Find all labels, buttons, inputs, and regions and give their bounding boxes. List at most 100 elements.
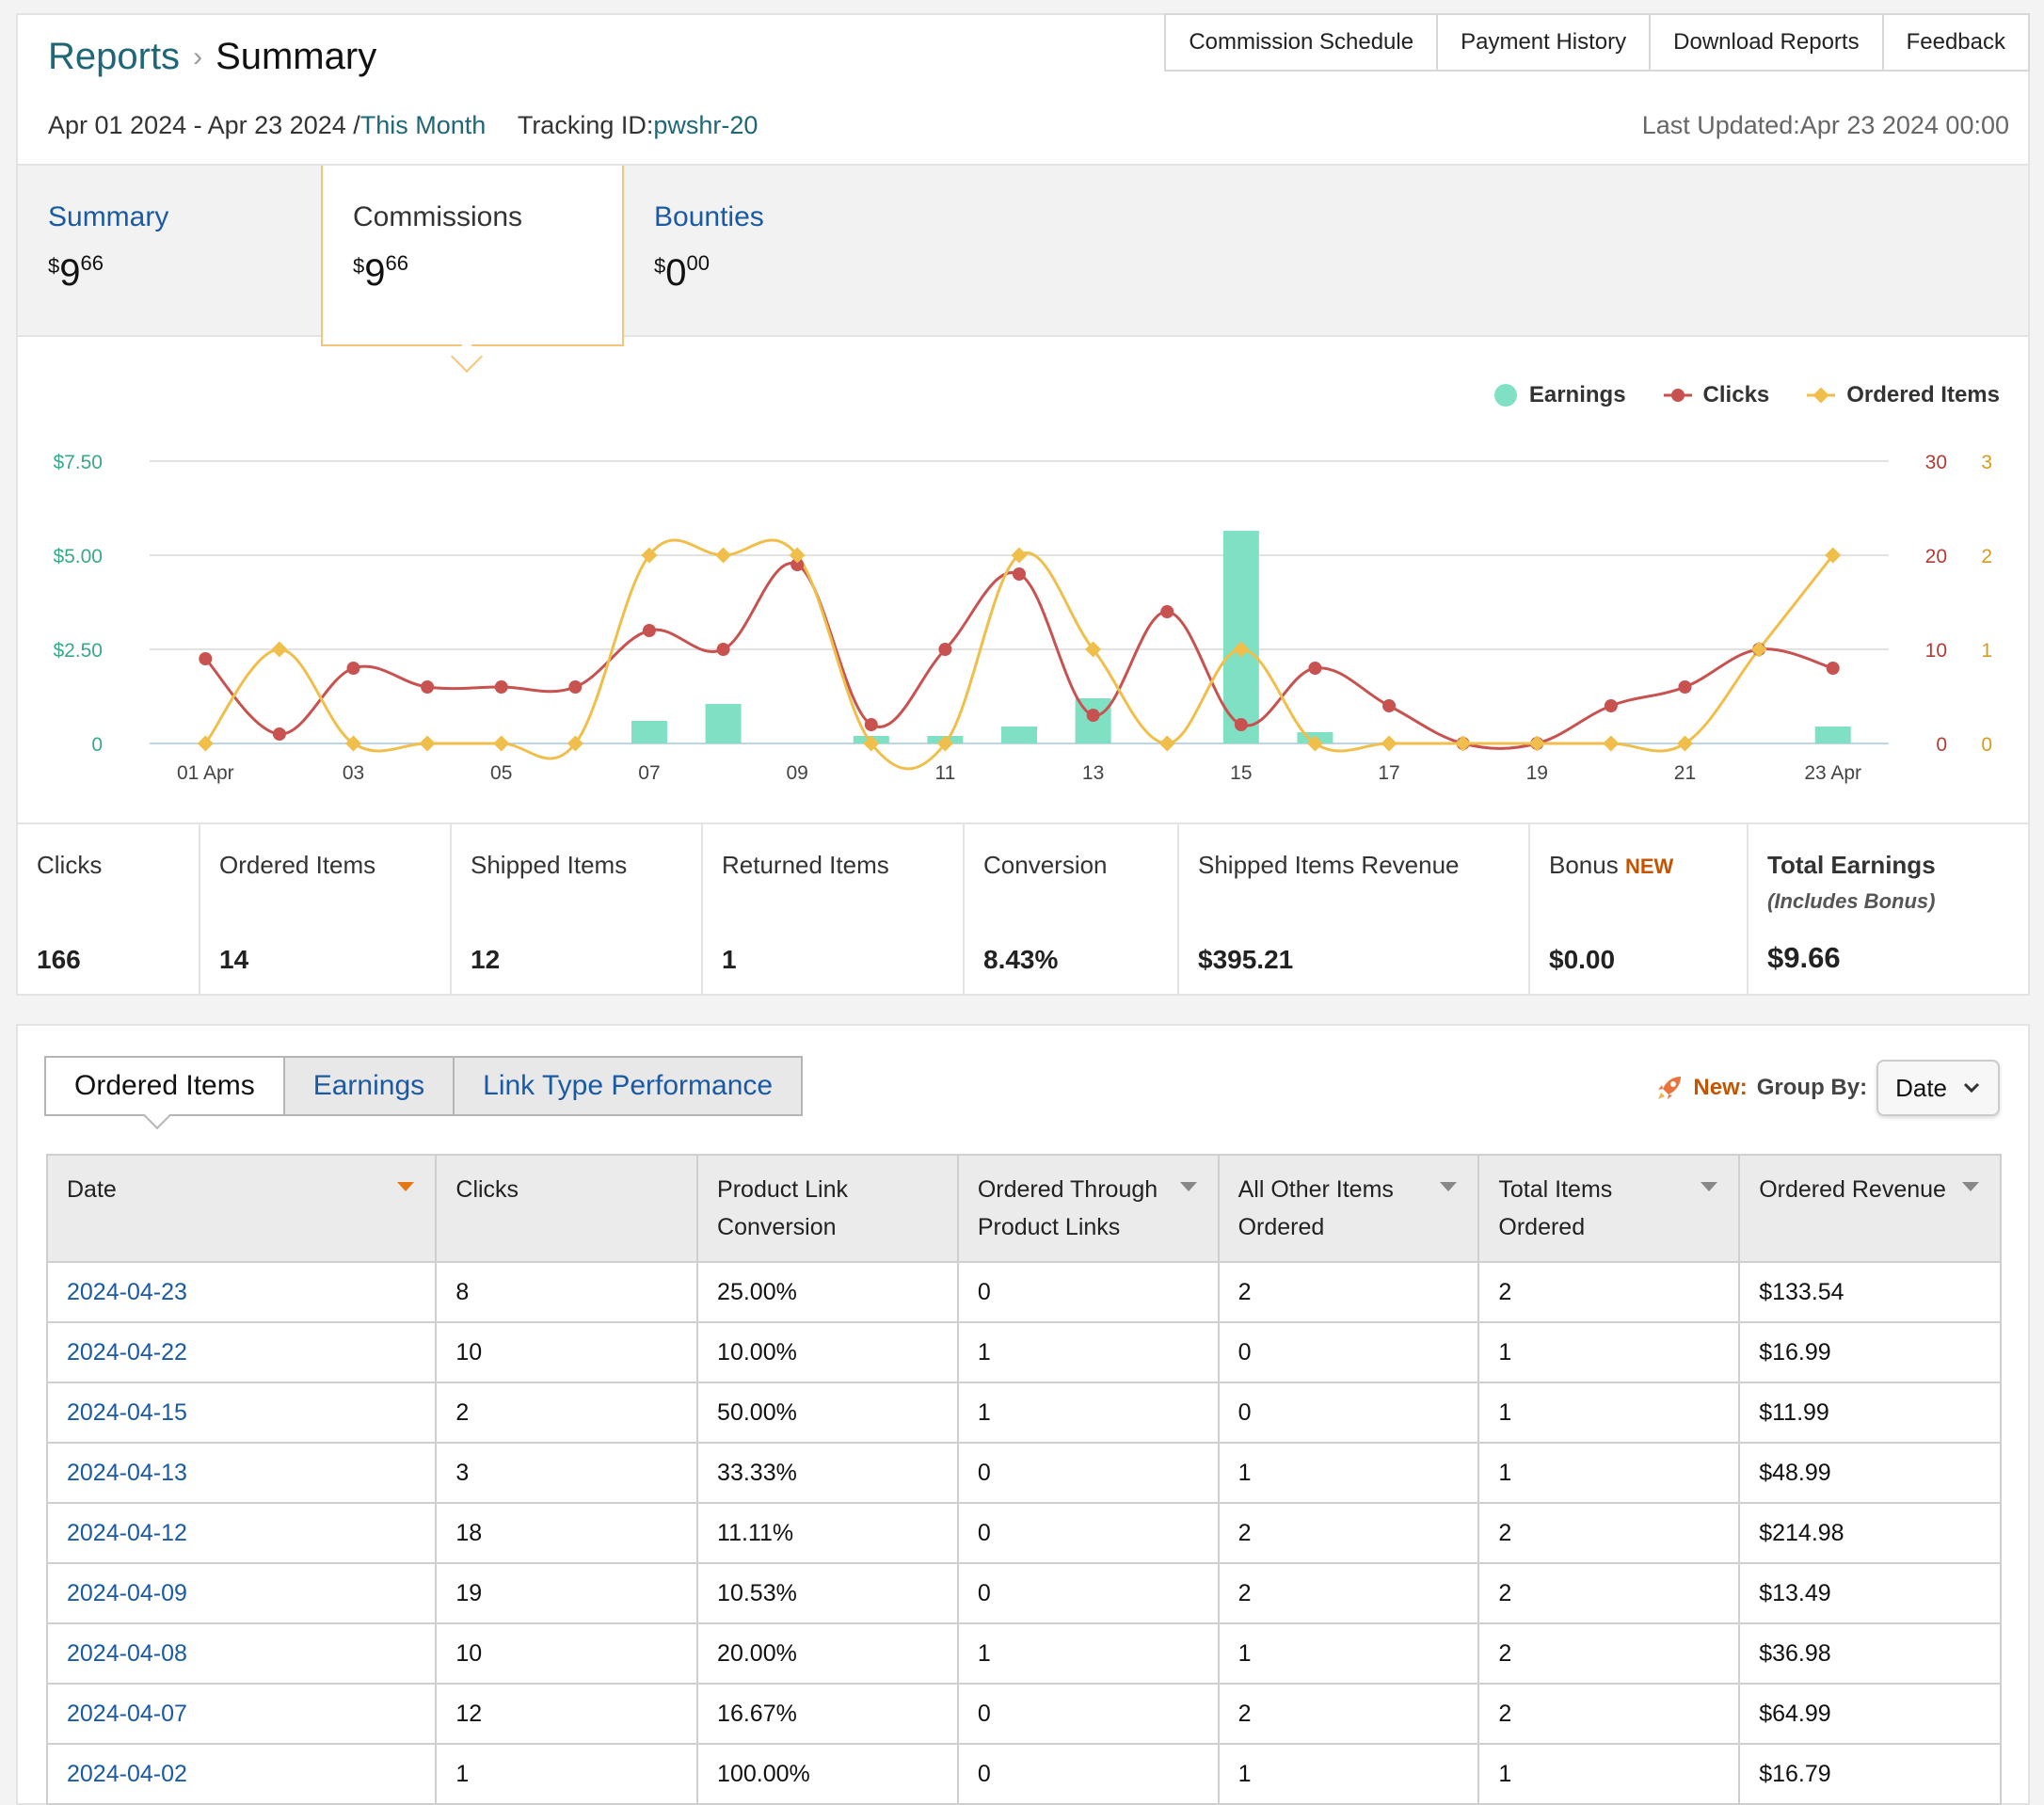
this-month-link[interactable]: This Month (359, 111, 487, 139)
group-by-select[interactable]: Date (1876, 1060, 2000, 1116)
tab-ordered-items[interactable]: Ordered Items (44, 1056, 285, 1116)
ordered-items-point (1455, 735, 1472, 752)
legend-clicks-label: Clicks (1702, 382, 1770, 407)
cell-conversion: 100.00% (696, 1743, 959, 1805)
tab-summary-label: Summary (48, 201, 169, 232)
ordered-items-point (1381, 735, 1397, 752)
y-tick-ordered: 2 (1981, 546, 1992, 567)
ordered-items-point (1306, 735, 1323, 752)
cell-date[interactable]: 2024-04-09 (45, 1562, 438, 1624)
ordered-items-point (1158, 735, 1175, 752)
metric-conversion-value: 8.43% (983, 945, 1059, 974)
ordered-items-point (1750, 641, 1767, 658)
ordered-items-table: Date Clicks Product Link Conversion Orde… (45, 1154, 2002, 1805)
clicks-point (346, 662, 360, 675)
cell-total-items: 2 (1477, 1261, 1741, 1323)
tab-commissions-label: Commissions (353, 201, 523, 232)
clicks-point (1382, 699, 1397, 712)
cell-total-items: 1 (1477, 1442, 1741, 1504)
cell-conversion: 33.33% (696, 1442, 959, 1504)
cell-ordered-revenue: $16.79 (1738, 1743, 2002, 1805)
cell-conversion: 16.67% (696, 1683, 959, 1745)
tracking-id-link[interactable]: pwshr-20 (653, 111, 759, 139)
tab-link-type-performance[interactable]: Link Type Performance (453, 1056, 804, 1116)
col-header-ordered-revenue[interactable]: Ordered Revenue (1738, 1154, 2002, 1263)
cell-ordered-revenue: $16.99 (1738, 1321, 2002, 1383)
ordered-items-point (1528, 735, 1545, 752)
cell-ordered-through-links: 0 (956, 1442, 1220, 1504)
tab-bounties[interactable]: Bounties $000 (624, 166, 927, 335)
metric-returned-items-value: 1 (722, 945, 737, 974)
tab-summary-amount: $966 (48, 250, 104, 294)
payment-history-button[interactable]: Payment History (1436, 13, 1652, 72)
cell-clicks: 10 (435, 1321, 699, 1383)
includes-bonus-note: (Includes Bonus) (1767, 889, 1936, 913)
last-updated: Last Updated:Apr 23 2024 00:00 (1641, 111, 2009, 139)
cell-ordered-revenue: $133.54 (1738, 1261, 2002, 1323)
cell-conversion: 50.00% (696, 1382, 959, 1444)
col-header-all-other-items[interactable]: All Other Items Ordered (1217, 1154, 1480, 1263)
legend-clicks[interactable]: Clicks (1663, 382, 1770, 408)
cell-date[interactable]: 2024-04-22 (45, 1321, 438, 1383)
cell-clicks: 2 (435, 1382, 699, 1444)
ordered-items-point (1011, 547, 1028, 564)
date-range: Apr 01 2024 - Apr 23 2024 / (48, 111, 360, 139)
cell-total-items: 1 (1477, 1382, 1741, 1444)
cell-all-other-items: 1 (1217, 1622, 1480, 1685)
tab-commissions-amount: $966 (353, 250, 408, 294)
earnings-bar (705, 704, 742, 743)
feedback-button[interactable]: Feedback (1881, 13, 2030, 72)
x-tick-label: 13 (1082, 762, 1104, 784)
legend-clicks-marker (1663, 389, 1692, 402)
breadcrumb-reports-link[interactable]: Reports (48, 36, 181, 77)
download-reports-button[interactable]: Download Reports (1649, 13, 1884, 72)
cell-all-other-items: 1 (1217, 1442, 1480, 1504)
sort-icon (1440, 1182, 1458, 1191)
tab-summary[interactable]: Summary $966 (18, 166, 321, 335)
table-row: 2024-04-15 2 50.00% 1 0 1 $11.99 (45, 1382, 2002, 1444)
col-header-clicks[interactable]: Clicks (435, 1154, 699, 1263)
clicks-point (272, 727, 286, 741)
ordered-items-point (863, 735, 880, 752)
cell-date[interactable]: 2024-04-07 (45, 1683, 438, 1745)
cell-date[interactable]: 2024-04-02 (45, 1743, 438, 1805)
legend-earnings[interactable]: Earnings (1493, 382, 1626, 408)
metric-clicks: Clicks 166 (18, 824, 200, 996)
metric-clicks-label: Clicks (37, 851, 103, 879)
clicks-point (938, 643, 952, 656)
cell-ordered-through-links: 1 (956, 1382, 1220, 1444)
col-header-product-link-conversion[interactable]: Product Link Conversion (696, 1154, 959, 1263)
metric-clicks-value: 166 (37, 945, 81, 974)
col-header-total-items[interactable]: Total Items Ordered (1477, 1154, 1741, 1263)
tab-commissions[interactable]: Commissions $966 (321, 166, 624, 373)
cell-date[interactable]: 2024-04-08 (45, 1622, 438, 1685)
cell-conversion: 10.00% (696, 1321, 959, 1383)
sort-icon (1701, 1182, 1718, 1191)
cell-clicks: 19 (435, 1562, 699, 1624)
metric-shipped-items-label: Shipped Items (471, 851, 628, 879)
cell-date[interactable]: 2024-04-23 (45, 1261, 438, 1323)
report-tabs: Ordered Items Earnings Link Type Perform… (44, 1056, 804, 1116)
metric-ordered-items-value: 14 (219, 945, 249, 974)
cell-ordered-through-links: 0 (956, 1261, 1220, 1323)
sort-icon (1179, 1182, 1197, 1191)
cell-all-other-items: 2 (1217, 1683, 1480, 1745)
clicks-point (494, 680, 508, 694)
tab-earnings[interactable]: Earnings (282, 1056, 455, 1116)
col-header-date[interactable]: Date (45, 1154, 438, 1263)
cell-date[interactable]: 2024-04-13 (45, 1442, 438, 1504)
cell-ordered-revenue: $48.99 (1738, 1442, 2002, 1504)
commission-schedule-button[interactable]: Commission Schedule (1164, 13, 1439, 72)
col-header-ordered-through-links[interactable]: Ordered Through Product Links (956, 1154, 1220, 1263)
ordered-items-point (271, 641, 288, 658)
cell-date[interactable]: 2024-04-12 (45, 1502, 438, 1564)
cell-clicks: 1 (435, 1743, 699, 1805)
legend-ordered-items[interactable]: Ordered Items (1807, 382, 2000, 408)
clicks-point (199, 652, 213, 665)
table-row: 2024-04-12 18 11.11% 0 2 2 $214.98 (45, 1502, 2002, 1564)
cell-conversion: 25.00% (696, 1261, 959, 1323)
cell-date[interactable]: 2024-04-15 (45, 1382, 438, 1444)
cell-ordered-through-links: 0 (956, 1562, 1220, 1624)
metric-total-earnings: Total Earnings (Includes Bonus) $9.66 (1749, 824, 2028, 996)
cell-ordered-through-links: 1 (956, 1321, 1220, 1383)
